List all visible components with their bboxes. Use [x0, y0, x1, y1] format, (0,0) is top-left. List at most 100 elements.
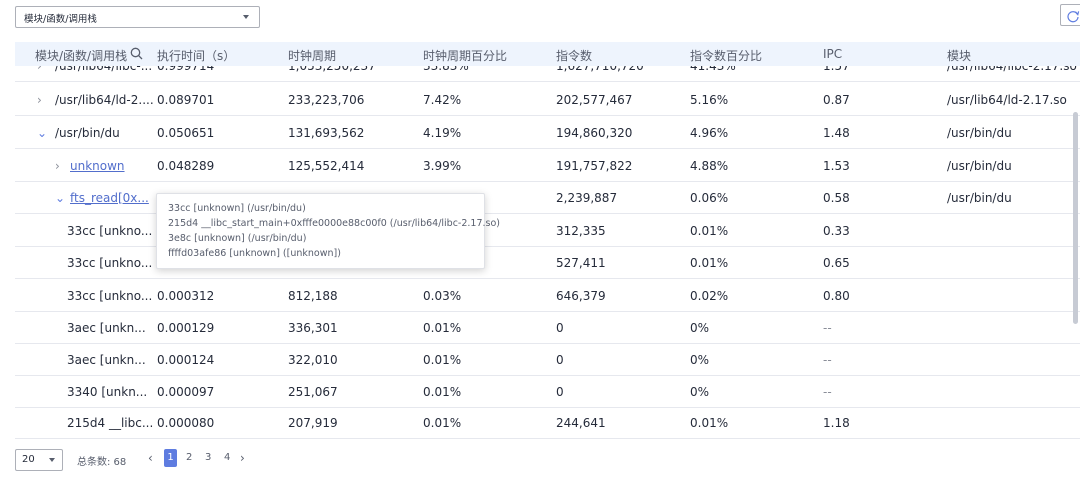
collapse-toggle[interactable]: ⌄ — [37, 126, 48, 140]
table-row[interactable]: ⌄ /usr/bin/du 0.050651 131,693,562 4.19%… — [15, 117, 1080, 149]
table-row[interactable]: ⌄ fts_read[0x... 2,239,887 0.06% 0.58 /u… — [15, 182, 1080, 214]
cell-cycles-pct: 0.01% — [423, 321, 462, 335]
cell-cycles: 207,919 — [288, 416, 338, 430]
cell-instructions: 202,577,467 — [556, 93, 633, 107]
cell-name: 3340 [unkn... — [67, 385, 148, 399]
header-cycles[interactable]: 时钟周期 — [288, 49, 337, 63]
search-icon[interactable] — [130, 47, 143, 63]
cell-instructions: 646,379 — [556, 289, 606, 303]
cell-name-link[interactable]: unknown — [70, 159, 125, 173]
cell-name: /usr/lib64/ld-2.... — [55, 93, 154, 107]
cell-ipc: 1.53 — [823, 159, 850, 173]
header-instructions[interactable]: 指令数 — [556, 49, 593, 63]
vertical-scrollbar[interactable] — [1073, 112, 1078, 324]
prev-page-button[interactable]: ‹ — [148, 451, 153, 465]
cell-instructions-pct: 0.02% — [690, 289, 729, 303]
cell-time: 0.000097 — [157, 385, 215, 399]
cell-module: /usr/bin/du — [947, 126, 1012, 140]
cell-time: 0.000312 — [157, 289, 215, 303]
cell-instructions: 527,411 — [556, 256, 606, 270]
refresh-button[interactable] — [1060, 4, 1080, 26]
cell-ipc: 0.33 — [823, 224, 850, 238]
table-row[interactable]: 33cc [unkno... 0.000312 812,188 0.03% 64… — [15, 280, 1080, 312]
cell-ipc: -- — [823, 353, 832, 367]
cell-instructions-pct: 0% — [690, 385, 710, 399]
cell-instructions-pct: 0% — [690, 353, 710, 367]
total-count: 总条数: 68 — [77, 457, 127, 468]
expand-toggle[interactable]: › — [37, 93, 42, 107]
cell-cycles-pct: 7.42% — [423, 93, 462, 107]
table-row[interactable]: 3aec [unkn... 0.000124 322,010 0.01% 0 0… — [15, 344, 1080, 376]
cell-instructions: 0 — [556, 353, 564, 367]
cell-ipc: 0.80 — [823, 289, 850, 303]
expand-toggle[interactable]: › — [55, 159, 60, 173]
table-row[interactable]: 33cc [unkno... 527,411 0.01% 0.65 — [15, 247, 1080, 279]
table-row[interactable]: 3aec [unkn... 0.000129 336,301 0.01% 0 0… — [15, 312, 1080, 344]
table-row[interactable]: 3340 [unkn... 0.000097 251,067 0.01% 0 0… — [15, 376, 1080, 408]
cell-time: 0.000124 — [157, 353, 215, 367]
chevron-down-icon — [243, 15, 249, 19]
tooltip-line: ffffd03afe86 [unknown] ([unknown]) — [168, 248, 341, 259]
cell-time: 0.000129 — [157, 321, 215, 335]
table-header: 模块/函数/调用栈 执行时间（s） 时钟周期 时钟周期百分比 指令数 指令数百分… — [15, 42, 1080, 66]
header-cycles-pct[interactable]: 时钟周期百分比 — [423, 49, 508, 63]
cell-instructions-pct: 4.96% — [690, 126, 729, 140]
cell-ipc: -- — [823, 385, 832, 399]
cell-instructions: 194,860,320 — [556, 126, 633, 140]
cell-name: 3aec [unkn... — [67, 353, 146, 367]
cell-name: 3aec [unkn... — [67, 321, 146, 335]
cell-instructions: 312,335 — [556, 224, 606, 238]
cell-instructions-pct: 5.16% — [690, 93, 729, 107]
page-size-value: 20 — [22, 454, 35, 465]
header-module[interactable]: 模块 — [947, 49, 972, 63]
cell-instructions: 191,757,822 — [556, 159, 633, 173]
table-row[interactable]: 33cc [unkno... 312,335 0.01% 0.33 — [15, 215, 1080, 247]
table-row[interactable]: 215d4 __libc... 0.000080 207,919 0.01% 2… — [15, 407, 1080, 439]
cell-name: 33cc [unkno... — [67, 224, 153, 238]
header-exec-time[interactable]: 执行时间（s） — [157, 49, 236, 63]
view-mode-select[interactable]: 模块/函数/调用栈 — [15, 6, 260, 28]
cell-name: 33cc [unkno... — [67, 256, 153, 270]
tooltip-line: 33cc [unknown] (/usr/bin/du) — [168, 203, 306, 214]
cell-cycles-pct: 3.99% — [423, 159, 462, 173]
cell-instructions-pct: 4.88% — [690, 159, 729, 173]
cell-cycles-pct: 0.03% — [423, 289, 462, 303]
header-call-stack[interactable]: 模块/函数/调用栈 — [35, 49, 128, 63]
cell-cycles: 322,010 — [288, 353, 338, 367]
cell-module: /usr/bin/du — [947, 159, 1012, 173]
collapse-toggle[interactable]: ⌄ — [55, 191, 66, 205]
cell-ipc: 1.18 — [823, 416, 850, 430]
table-row[interactable]: › /usr/lib64/ld-2.... 0.089701 233,223,7… — [15, 84, 1080, 116]
header-instructions-pct[interactable]: 指令数百分比 — [690, 49, 763, 63]
page-size-select[interactable]: 20 — [15, 449, 63, 471]
tooltip-line: 3e8c [unknown] (/usr/bin/du) — [168, 233, 307, 244]
cell-module: /usr/lib64/ld-2.17.so — [947, 93, 1067, 107]
cell-ipc: 1.48 — [823, 126, 850, 140]
page-2-button[interactable]: 2 — [186, 452, 193, 463]
cell-name: 33cc [unkno... — [67, 289, 153, 303]
call-stack-tooltip: 33cc [unknown] (/usr/bin/du) 215d4 __lib… — [156, 193, 500, 269]
call-stack-table: › /usr/lib64/libc-... 0.999714 1,053,250… — [15, 42, 1080, 440]
cell-time: 0.000080 — [157, 416, 215, 430]
cell-time: 0.048289 — [157, 159, 215, 173]
cell-time: 0.089701 — [157, 93, 215, 107]
cell-ipc: -- — [823, 321, 832, 335]
cell-ipc: 0.65 — [823, 256, 850, 270]
cell-name-link[interactable]: fts_read[0x... — [70, 191, 149, 205]
next-page-button[interactable]: › — [240, 451, 245, 465]
page-4-button[interactable]: 4 — [224, 452, 231, 463]
cell-instructions: 244,641 — [556, 416, 606, 430]
cell-instructions-pct: 0.06% — [690, 191, 729, 205]
table-row[interactable]: › unknown 0.048289 125,552,414 3.99% 191… — [15, 150, 1080, 182]
page-3-button[interactable]: 3 — [205, 452, 212, 463]
header-ipc[interactable]: IPC — [823, 47, 843, 61]
page-1-button[interactable]: 1 — [164, 449, 177, 467]
cell-cycles: 233,223,706 — [288, 93, 365, 107]
pagination: 20 总条数: 68 ‹ 1 2 3 4 › — [0, 447, 1080, 473]
cell-name: /usr/bin/du — [55, 126, 120, 140]
expand-toggle[interactable]: › — [37, 59, 42, 73]
cell-instructions: 2,239,887 — [556, 191, 618, 205]
cell-name: 215d4 __libc... — [67, 416, 154, 430]
cell-instructions: 0 — [556, 385, 564, 399]
toolbar: 模块/函数/调用栈 — [0, 0, 1080, 40]
